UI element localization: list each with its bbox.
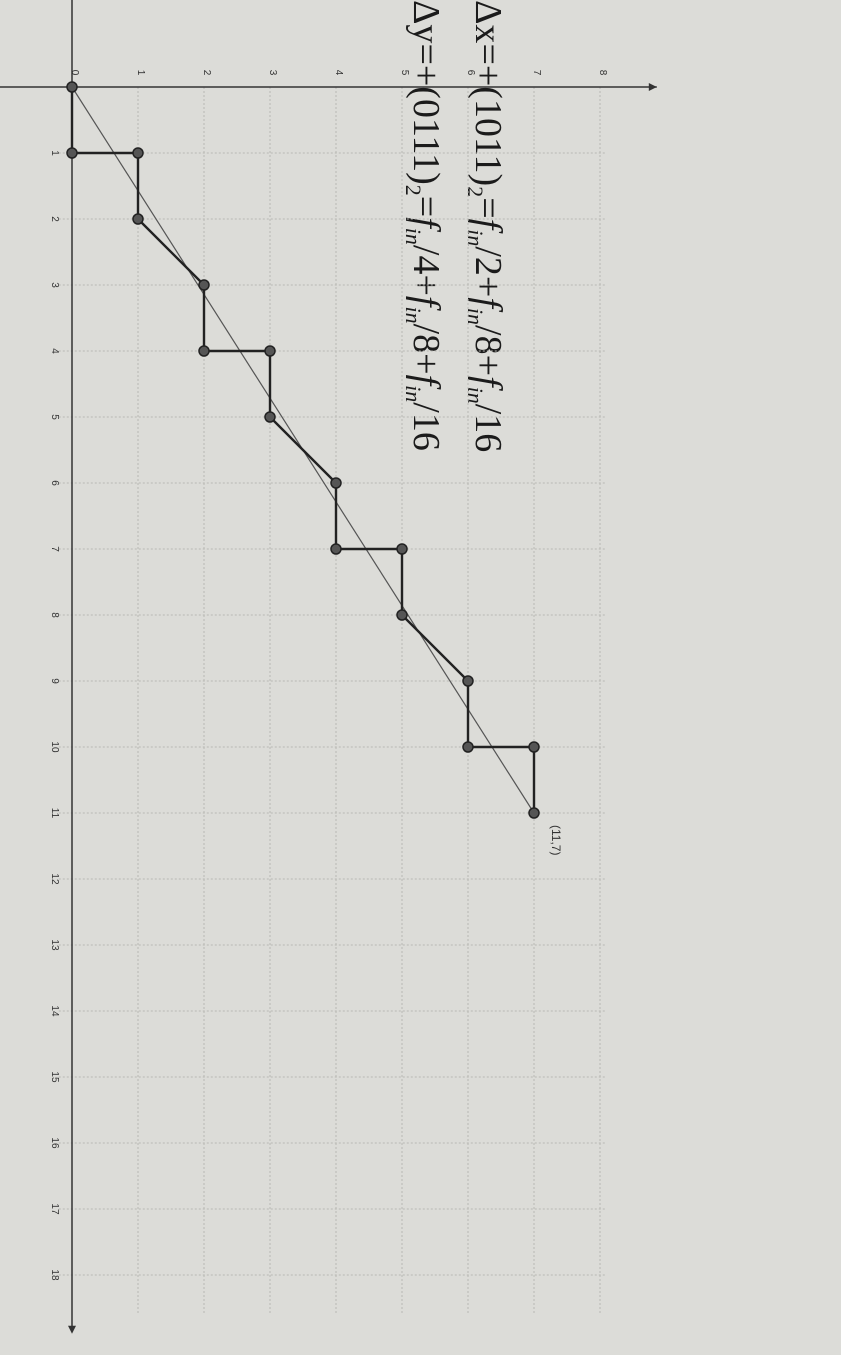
data-point [330, 543, 342, 555]
data-point [528, 807, 540, 819]
y-tick-label: 5 [399, 70, 410, 76]
data-point [132, 213, 144, 225]
endpoint-annotation: (11,7) [549, 825, 563, 855]
data-point [264, 411, 276, 423]
data-point [330, 477, 342, 489]
data-point [528, 741, 540, 753]
staircase-line [70, 87, 536, 813]
data-point [462, 675, 474, 687]
data-point [66, 147, 78, 159]
y-tick-label: 1 [135, 70, 146, 76]
x-tick-label: 5 [49, 414, 60, 420]
y-tick-label: 6 [465, 70, 476, 76]
data-point [396, 543, 408, 555]
x-tick-label: 9 [49, 678, 60, 684]
y-tick-label: 7 [531, 70, 542, 76]
x-tick-label: 13 [49, 939, 60, 951]
y-tick-label: 3 [267, 70, 278, 76]
x-tick-label: 8 [49, 612, 60, 618]
data-point [198, 279, 210, 291]
x-tick-label: 1 [49, 150, 60, 156]
data-point [264, 345, 276, 357]
x-tick-label: 2 [49, 216, 60, 222]
x-tick-label: 7 [49, 546, 60, 552]
y-tick-label: 8 [597, 70, 608, 76]
data-point [462, 741, 474, 753]
x-tick-label: 12 [49, 873, 60, 885]
data-point [198, 345, 210, 357]
x-tick-label: 16 [49, 1137, 60, 1149]
y-tick-label: 2 [201, 70, 212, 76]
y-tick-label: 4 [333, 70, 344, 76]
x-tick-label: 15 [49, 1071, 60, 1083]
x-tick-label: 14 [49, 1005, 60, 1017]
x-tick-label: 17 [49, 1203, 60, 1215]
x-tick-label: 18 [49, 1269, 60, 1281]
x-axis-arrow [68, 1325, 76, 1334]
x-tick-label: 3 [49, 282, 60, 288]
data-point [66, 81, 78, 93]
data-point [396, 609, 408, 621]
x-tick-label: 4 [49, 348, 60, 354]
x-tick-label: 6 [49, 480, 60, 486]
y-axis-arrow [648, 83, 657, 91]
x-tick-label: 10 [49, 741, 60, 753]
x-tick-label: 11 [49, 808, 60, 819]
y-tick-label: 0 [69, 70, 80, 76]
data-point [132, 147, 144, 159]
